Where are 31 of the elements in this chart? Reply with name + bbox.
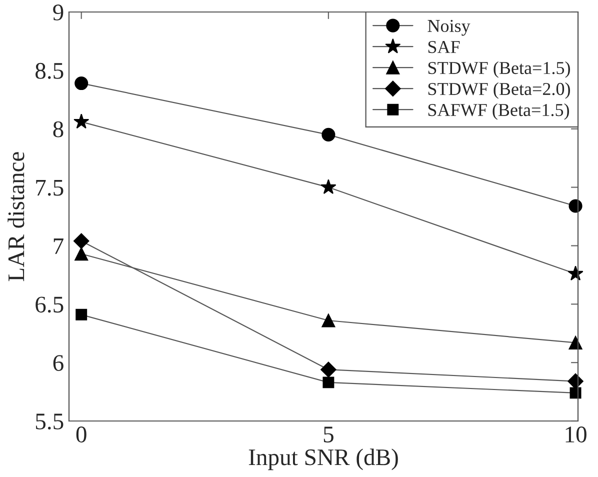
x-tick-label: 0 xyxy=(76,426,86,442)
legend-label: SAF xyxy=(428,40,460,54)
y-tick-label: 8.5 xyxy=(36,62,64,79)
legend-label: Noisy xyxy=(428,20,470,36)
point xyxy=(320,179,336,194)
y-tick-label: 9 xyxy=(53,4,64,20)
y-axis-title: LAR distance xyxy=(8,152,24,282)
point xyxy=(73,233,90,249)
x-axis-title: Input SNR (dB) xyxy=(248,448,398,470)
y-tick-label: 8 xyxy=(53,121,64,138)
point xyxy=(322,128,336,142)
legend-label: STDWF (Beta=1.5) xyxy=(428,61,570,78)
x-tick-label: 10 xyxy=(566,426,586,442)
y-tick-label: 5.5 xyxy=(36,414,64,430)
point xyxy=(568,199,582,213)
point xyxy=(76,308,88,320)
legend-label: SAFWF (Beta=1.5) xyxy=(428,103,569,120)
point xyxy=(322,376,334,388)
y-tick-label: 6 xyxy=(53,355,64,371)
point xyxy=(320,362,336,378)
y-tick-label: 6.5 xyxy=(36,296,64,313)
x-tick-label: 5 xyxy=(324,426,334,442)
legend-label: STDWF (Beta=2.0) xyxy=(428,82,570,99)
point xyxy=(568,336,582,350)
y-tick-label: 7.5 xyxy=(36,180,64,196)
point xyxy=(74,76,88,90)
point xyxy=(322,314,336,328)
point xyxy=(74,247,88,261)
point xyxy=(570,387,582,399)
point xyxy=(74,114,90,129)
y-tick-label: 7 xyxy=(54,238,64,254)
